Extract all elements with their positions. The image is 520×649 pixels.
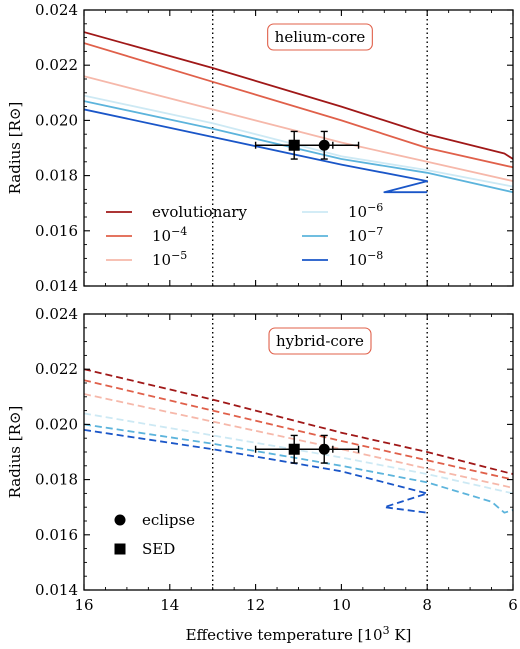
legend-label: eclipse [142, 511, 195, 529]
y-tick-label: 0.016 [35, 526, 78, 544]
panel-label: hybrid-core [276, 332, 364, 350]
panel-hybrid-core: 16 14 12 10 8 6 0.014 0.016 0.018 0.020 0.022 0.024… [6, 305, 518, 614]
y-axis-label: Radius [R⊙] [6, 102, 24, 195]
legend-label: 10−5 [152, 249, 187, 269]
series-line [84, 423, 513, 514]
data-point-SED [288, 443, 300, 455]
panel-label-box [268, 327, 372, 355]
x-tick-label: 6 [508, 596, 518, 614]
plot-area [84, 10, 513, 286]
y-axis-label: Radius [R⊙] [6, 406, 24, 499]
y-tick-label: 0.014 [35, 277, 78, 295]
y-tick-label: 0.018 [35, 471, 78, 489]
legend-label: SED [142, 540, 175, 558]
series-line [84, 31, 513, 160]
legend-label: 10−6 [348, 201, 383, 221]
x-tick-label: 10 [332, 596, 351, 614]
panel-label-box [267, 23, 373, 51]
legend-label: 10−4 [152, 225, 187, 245]
x-tick-label: 8 [422, 596, 432, 614]
series-line [84, 108, 429, 194]
legend-label: 10−8 [348, 249, 383, 269]
series-line [84, 429, 429, 514]
legend-marker-SED [114, 543, 126, 555]
y-tick-label: 0.024 [35, 305, 78, 323]
series-line [84, 75, 513, 182]
y-tick-label: 0.024 [35, 1, 78, 19]
panel-label: helium-core [275, 28, 366, 46]
legend: eclipse SED [114, 511, 195, 558]
panel-helium-core: 0.014 0.016 0.018 0.020 0.022 0.024 Radius [R⊙… [6, 1, 514, 295]
y-tick-label: 0.018 [35, 167, 78, 185]
series-line [84, 393, 513, 489]
legend: evolutionary 10−4 10−5 10−6 10−7 10−8 [106, 201, 383, 269]
data-point-SED [288, 139, 300, 151]
series-line [84, 100, 513, 194]
series-line [84, 94, 513, 188]
y-tick-label: 0.016 [35, 222, 78, 240]
legend-label: evolutionary [152, 203, 247, 221]
series-line [84, 368, 513, 475]
series-line [84, 379, 513, 481]
x-tick-label: 14 [160, 596, 179, 614]
y-tick-label: 0.022 [35, 56, 78, 74]
series-line [84, 412, 513, 495]
legend-marker-eclipse [114, 514, 126, 526]
x-tick-label: 16 [74, 596, 93, 614]
y-tick-label: 0.020 [35, 111, 78, 129]
plot-area [84, 314, 513, 590]
y-tick-label: 0.020 [35, 415, 78, 433]
y-tick-label: 0.014 [35, 581, 78, 599]
y-tick-label: 0.022 [35, 360, 78, 378]
x-tick-label: 12 [246, 596, 265, 614]
legend-label: 10−7 [348, 225, 383, 245]
series-line [84, 42, 513, 169]
x-axis-label: Effective temperature [103 K] [186, 624, 412, 644]
